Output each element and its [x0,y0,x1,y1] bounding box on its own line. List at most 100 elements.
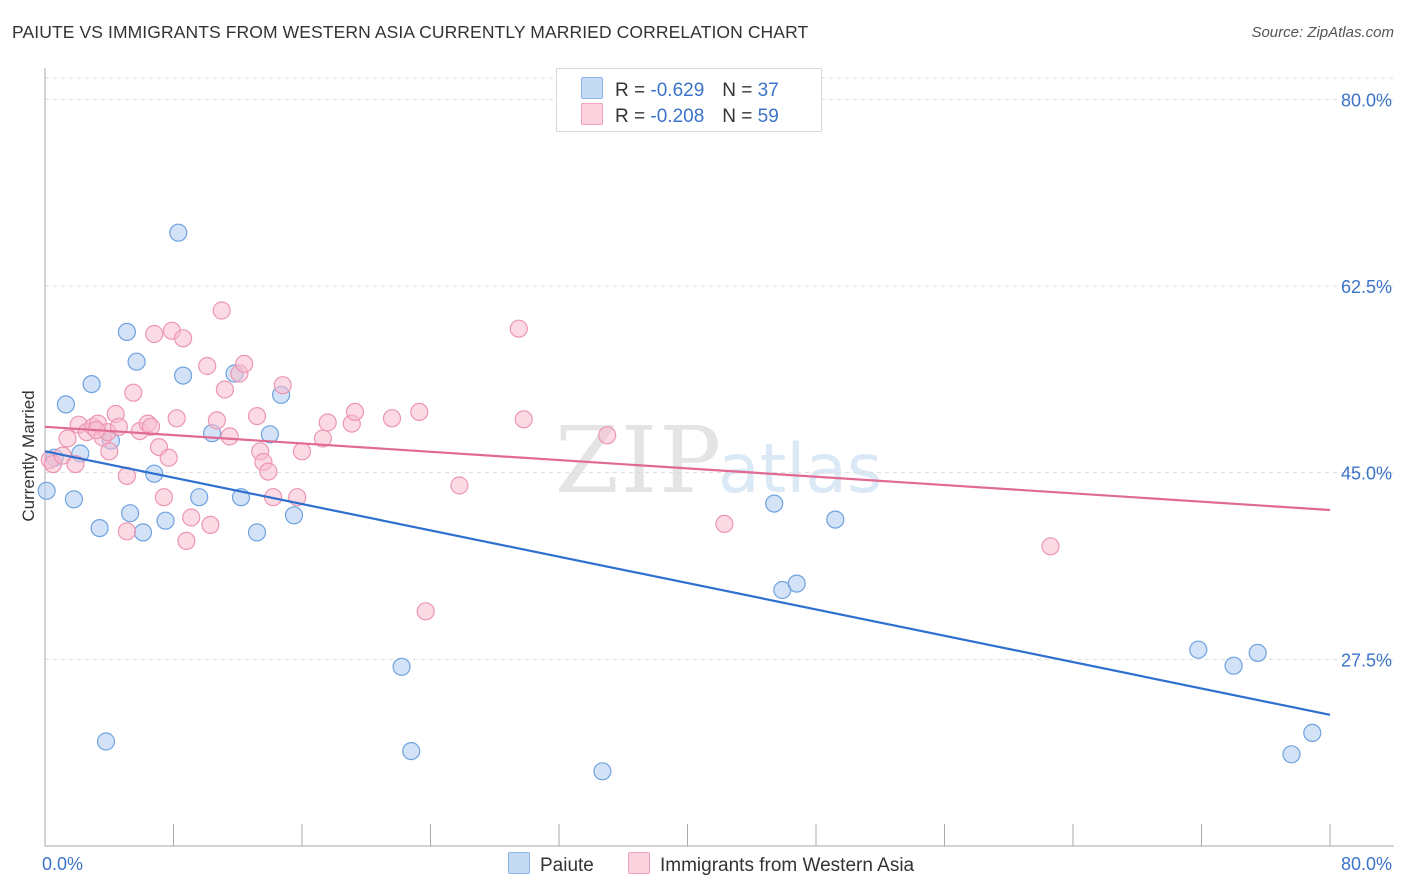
data-point [402,741,421,761]
data-point [141,417,161,436]
y-tick-label: 27.5% [1341,650,1392,670]
r-label: R = [615,80,646,101]
data-point [284,506,304,525]
data-point [1189,640,1208,659]
n-label: N = [722,80,753,101]
data-point [1248,643,1267,663]
n-value: 59 [757,106,779,127]
watermark-atlas: atlas [718,430,882,509]
data-point [64,490,84,509]
data-point [598,426,617,445]
data-point [392,657,411,676]
data-point [787,574,806,593]
data-point [154,488,173,507]
data-point [247,523,267,542]
data-point [1041,537,1060,556]
western-asia-swatch [581,103,603,125]
data-point [182,508,201,527]
trend-lines [44,425,1331,716]
data-point [121,504,140,523]
data-point [765,494,784,513]
data-point [292,442,312,461]
data-point [198,356,217,376]
data-point [37,481,56,500]
data-point [593,762,612,781]
paiute-swatch [508,852,530,874]
data-point [247,407,267,426]
axis-labels: 80.0% 62.5% 45.0% 27.5% 0.0% 80.0% Currently M… [19,90,1392,874]
chart-title: PAIUTE VS IMMIGRANTS FROM WESTERN ASIA C… [12,22,809,42]
data-point [260,425,279,444]
data-point [382,409,402,428]
data-point [156,511,175,530]
data-point [133,523,153,542]
data-point [410,402,429,421]
y-tick-label: 45.0% [1341,464,1392,484]
data-point [273,376,292,395]
data-point [1282,745,1301,764]
data-point [450,476,469,495]
data-points [37,223,1322,781]
r-value: -0.629 [650,80,705,101]
data-point [215,380,234,399]
y-tick-label: 80.0% [1341,90,1392,110]
series-western-asia [40,301,1060,621]
data-point [345,402,365,421]
data-point [167,409,186,428]
bottom-legend-paiute: Paiute [508,852,594,877]
trend-line-paiute [44,450,1331,716]
data-point [715,514,734,534]
data-point [117,322,137,341]
watermark-zip: ZIP [555,407,723,514]
data-point [318,413,337,432]
trend-line-western-asia [44,425,1331,512]
data-point [56,395,76,414]
y-axis-title: Currently Married [19,390,38,521]
data-point [235,354,254,373]
data-point [66,455,85,474]
data-point [159,448,178,467]
r-value: -0.208 [650,106,705,127]
data-point [1303,723,1322,743]
data-point [117,522,137,541]
stats-legend: R = -0.629 N = 37 R = -0.208 N = 59 [556,68,822,132]
data-point [190,488,209,507]
source-label: Source: ZipAtlas.com [1251,24,1394,41]
data-point [82,375,101,394]
data-point [96,732,116,751]
legend-row-paiute: R = -0.629 N = 37 [581,77,779,103]
data-point [145,324,164,344]
legend-label: Paiute [540,855,594,876]
legend-row-western-asia: R = -0.208 N = 59 [581,103,779,129]
data-point [220,427,239,446]
data-point [177,531,196,551]
data-point [212,301,231,320]
paiute-swatch [581,77,603,99]
x-tick-label: 0.0% [42,854,83,874]
data-point [174,329,193,348]
data-point [58,429,77,448]
data-point [127,352,146,371]
data-point [1224,656,1243,675]
data-point [174,366,193,385]
data-point [169,223,188,242]
data-point [124,383,143,402]
data-point [201,515,220,535]
data-point [514,410,533,429]
r-label: R = [615,106,646,127]
data-point [207,411,226,430]
n-label: N = [722,106,753,127]
y-tick-label: 62.5% [1341,277,1392,297]
bottom-legend-western-asia: Immigrants from Western Asia [628,852,914,877]
x-tick-label: 80.0% [1341,854,1392,874]
data-point [259,462,278,481]
data-point [416,602,435,621]
data-point [100,442,119,461]
data-point [90,518,109,538]
data-point [509,319,528,338]
legend-label: Immigrants from Western Asia [660,855,915,876]
n-value: 37 [757,80,779,101]
western-asia-swatch [628,852,650,874]
data-point [826,510,845,529]
